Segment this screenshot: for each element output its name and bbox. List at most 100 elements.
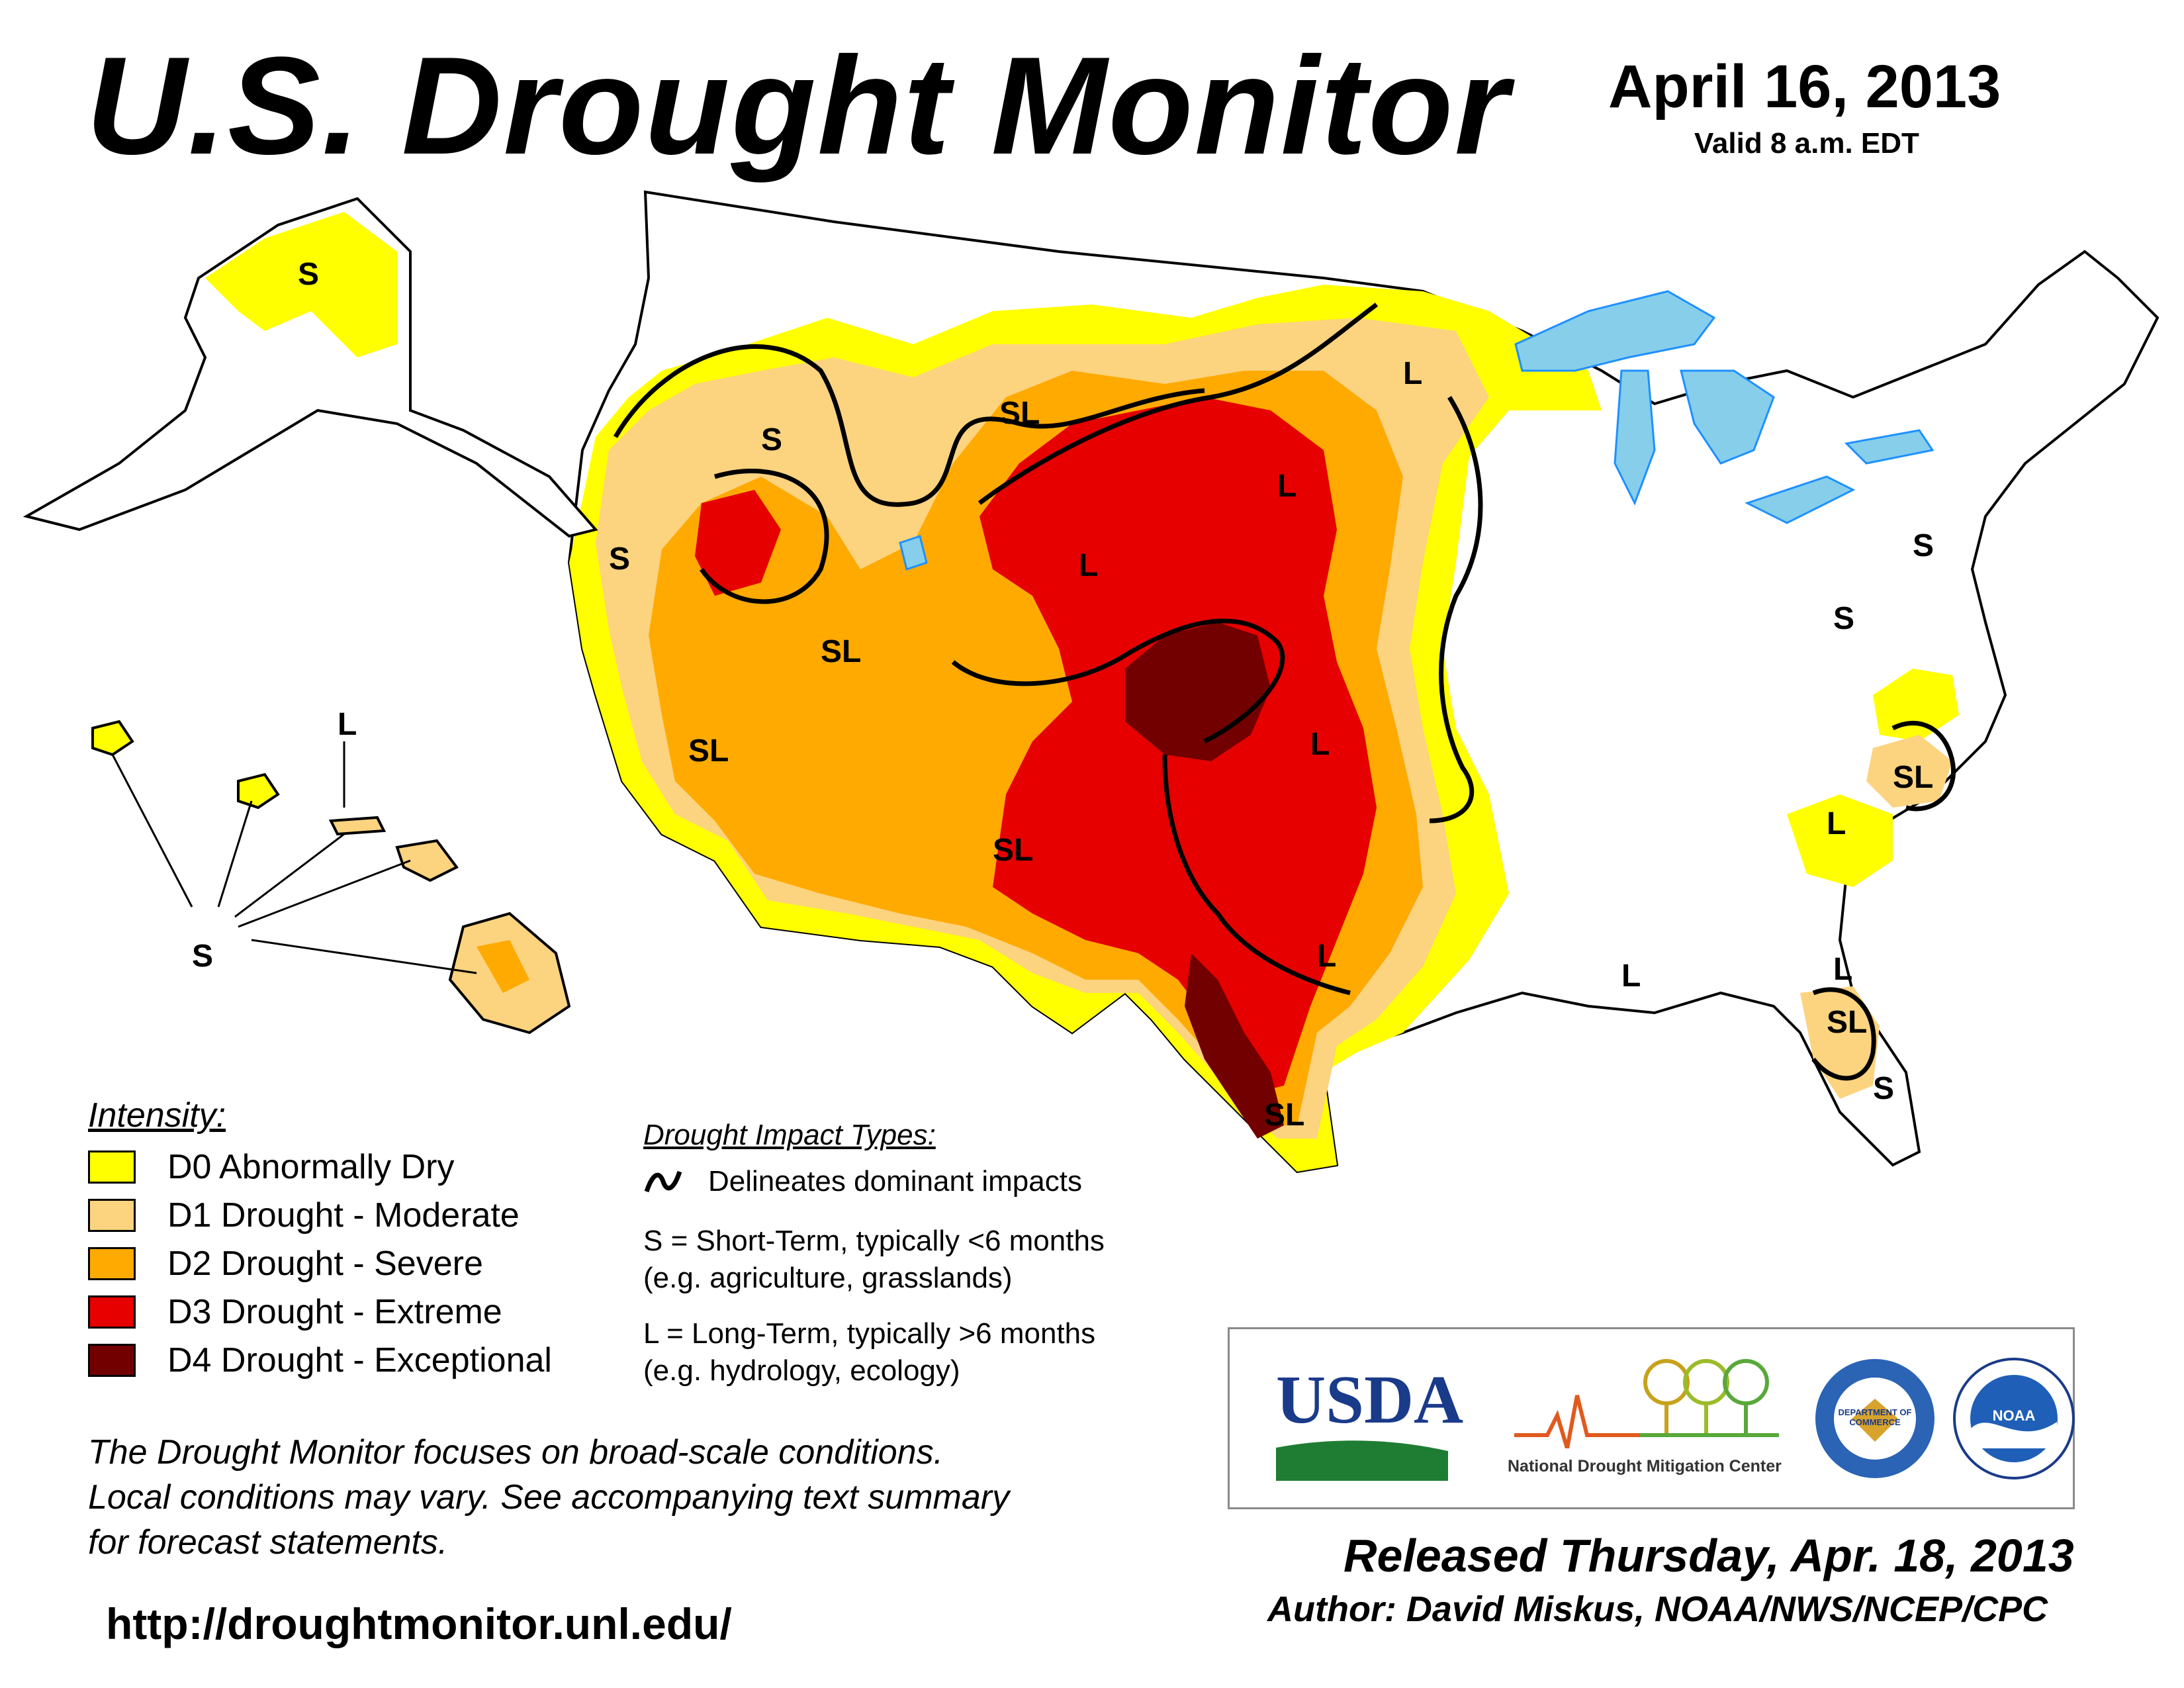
impact-label-wyoming: SL	[999, 396, 1040, 431]
d4-region-texas	[1185, 953, 1284, 1139]
page-title: U.S. Drought Monitor	[86, 28, 1510, 183]
lake-superior	[1514, 290, 1716, 372]
legend-item-d2: D2 Drought - Severe	[88, 1244, 483, 1283]
impact-line-northwest	[700, 469, 829, 604]
impact-label-florida-south: S	[1873, 1071, 1894, 1106]
legend-item-d3: D3 Drought - Extreme	[88, 1293, 502, 1331]
commerce-seal-text: DEPARTMENT OF COMMERCE	[1838, 1407, 1912, 1427]
hawaii	[91, 720, 571, 1035]
lake-erie	[1745, 475, 1856, 524]
impact-short-term: S = Short-Term, typically <6 months	[643, 1225, 1105, 1257]
usda-logo-text: USDA	[1276, 1362, 1464, 1438]
impact-label-hawaii-long: L	[338, 707, 357, 742]
noaa-logo-icon	[1953, 1358, 2075, 1479]
agency-logos: USDA National Drought Mitigation Center	[1228, 1327, 2075, 1509]
legend-swatch-d4	[88, 1344, 136, 1377]
ndmc-tree-icon	[1514, 1359, 1779, 1449]
hawaii-kauai	[91, 720, 134, 757]
ndmc-logo-text: National Drought Mitigation Center	[1508, 1457, 1782, 1476]
d4-region-plains	[1125, 622, 1271, 761]
alaska-outline	[23, 197, 598, 538]
d0-region-pennsylvania	[1873, 669, 1959, 741]
legend-item-d4: D4 Drought - Exceptional	[88, 1341, 552, 1380]
legend-label-d2: D2 Drought - Severe	[167, 1244, 483, 1283]
impact-label-colorado: L	[1079, 548, 1098, 583]
usda-green-swoosh	[1276, 1440, 1448, 1481]
legend-label-d0: D0 Abnormally Dry	[167, 1148, 455, 1186]
d3-region-sierra	[695, 490, 781, 596]
map-date: April 16, 2013	[1608, 53, 2001, 120]
legend-label-d1: D1 Drought - Moderate	[167, 1196, 520, 1235]
impact-label-virginia: S	[1833, 601, 1854, 636]
note-line-3: for forecast statements.	[88, 1523, 448, 1562]
drought-map: S S L S S SL SL SL L L L L SL L SL S S S…	[23, 190, 2160, 1174]
d0-region-southeast	[1787, 794, 1893, 887]
impact-label-california: S	[609, 541, 630, 577]
noaa-logo: NOAA	[1951, 1356, 2077, 1481]
great-lakes	[899, 290, 1934, 571]
impact-line-icon	[644, 1170, 682, 1193]
impact-line-texas	[1162, 754, 1351, 996]
hawaii-oahu	[237, 773, 280, 810]
note-line-2: Local conditions may vary. See accompany…	[88, 1478, 1010, 1517]
impact-line-label: Delineates dominant impacts	[708, 1165, 1082, 1197]
legend-swatch-d0	[88, 1150, 136, 1184]
impact-label-texas-south: SL	[1264, 1098, 1304, 1133]
author-credit: Author: David Miskus, NOAA/NWS/NCEP/CPC	[1267, 1589, 2048, 1629]
commerce-seal-icon	[1815, 1359, 1934, 1478]
impact-label-louisiana: L	[1621, 959, 1641, 994]
commerce-seal: DEPARTMENT OF COMMERCE	[1812, 1356, 1938, 1481]
d1-region-carolina	[1866, 735, 1952, 808]
impact-label-georgia: L	[1827, 806, 1846, 841]
impact-line-southeast	[1891, 720, 1956, 812]
legend-item-d1: D1 Drought - Moderate	[88, 1196, 520, 1235]
d1-region-florida	[1800, 986, 1880, 1099]
alaska	[23, 197, 598, 538]
impact-label-minnesota: L	[1403, 356, 1422, 391]
impact-label-oklahoma: L	[1310, 727, 1330, 762]
impact-line-plains	[951, 618, 1285, 744]
impact-line-florida	[1811, 987, 1876, 1081]
legend-swatch-d2	[88, 1247, 136, 1280]
great-salt-lake	[899, 535, 928, 571]
hawaii-big-island-d2	[477, 940, 529, 993]
legend-swatch-d3	[88, 1295, 136, 1329]
release-date: Released Thursday, Apr. 18, 2013	[1343, 1530, 2074, 1581]
impact-label-north-carolina: SL	[1893, 760, 1933, 795]
lake-ontario	[1844, 429, 1934, 465]
impact-line-west	[613, 344, 1205, 507]
impact-line-legend: Delineates dominant impacts	[643, 1165, 1082, 1198]
ndmc-logo: National Drought Mitigation Center	[1508, 1349, 1786, 1495]
impact-label-nevada: SL	[821, 634, 861, 669]
disclaimer-note: The Drought Monitor focuses on broad-sca…	[88, 1430, 1226, 1565]
hawaii-molokai	[328, 816, 387, 836]
impact-label-pennsylvania: S	[1913, 528, 1934, 563]
impact-label-alaska: S	[298, 257, 319, 292]
impact-label-hawaii-short: S	[192, 939, 213, 974]
impact-label-florida-north: L	[1833, 952, 1852, 987]
usda-logo: USDA	[1276, 1366, 1463, 1484]
impact-line-rockies	[978, 303, 1379, 505]
impact-legend-title: Drought Impact Types:	[643, 1119, 936, 1151]
impact-short-term-example: (e.g. agriculture, grasslands)	[643, 1262, 1013, 1294]
valid-time: Valid 8 a.m. EDT	[1694, 127, 1919, 160]
legend-label-d4: D4 Drought - Exceptional	[167, 1341, 552, 1380]
impact-label-southern-california: SL	[688, 733, 729, 769]
impact-long-term: L = Long-Term, typically >6 months	[643, 1317, 1096, 1350]
impact-label-dakotas: L	[1277, 469, 1297, 504]
hawaii-leader-lines	[111, 741, 477, 974]
impact-label-florida-central: SL	[1827, 1005, 1867, 1040]
impact-label-new-mexico: SL	[993, 833, 1033, 868]
alaska-d0	[205, 212, 397, 357]
legend-title: Intensity:	[88, 1096, 226, 1135]
legend-swatch-d1	[88, 1199, 136, 1232]
lake-huron	[1680, 369, 1775, 465]
legend-item-d0: D0 Abnormally Dry	[88, 1148, 455, 1186]
note-line-1: The Drought Monitor focuses on broad-sca…	[88, 1433, 944, 1472]
impact-label-texas-central: L	[1317, 939, 1336, 974]
impact-lines	[613, 303, 1956, 1081]
legend-label-d3: D3 Drought - Extreme	[167, 1293, 502, 1331]
website-link[interactable]: http://droughtmonitor.unl.edu/	[106, 1599, 732, 1648]
impact-label-great-basin-north: S	[761, 422, 782, 457]
impact-line-midwest	[1429, 396, 1483, 823]
